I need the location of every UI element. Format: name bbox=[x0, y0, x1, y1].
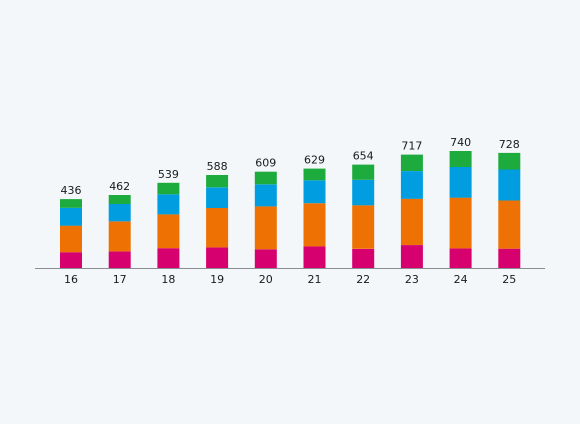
bar-segment bbox=[60, 207, 82, 226]
bar-segment bbox=[157, 194, 180, 215]
total-label: 539 bbox=[158, 168, 179, 181]
bar-group-22 bbox=[352, 164, 375, 268]
x-tick-label: 21 bbox=[308, 273, 322, 286]
bar-group-18 bbox=[157, 182, 180, 268]
bar-segment bbox=[108, 251, 131, 268]
bar-segment bbox=[254, 249, 277, 268]
bar-segment bbox=[206, 247, 229, 268]
bar-segment bbox=[108, 204, 131, 222]
bar-segment bbox=[60, 225, 82, 253]
bar-segment bbox=[254, 184, 277, 207]
bar-segment bbox=[254, 206, 277, 250]
bar-segment bbox=[60, 252, 82, 268]
x-tick-label: 16 bbox=[64, 273, 78, 286]
bar-group-20 bbox=[254, 171, 277, 268]
bar-segment bbox=[303, 246, 326, 268]
bar-segment bbox=[498, 169, 521, 201]
bar-segment bbox=[157, 182, 180, 195]
x-tick-label: 18 bbox=[161, 273, 175, 286]
bar-segment bbox=[498, 200, 521, 249]
bar-group-24 bbox=[449, 151, 472, 268]
x-tick-label: 24 bbox=[454, 273, 468, 286]
total-label: 588 bbox=[207, 160, 228, 173]
bar-segment bbox=[449, 167, 472, 198]
bar-group-23 bbox=[400, 154, 423, 268]
bar-segment bbox=[303, 180, 326, 204]
total-label: 740 bbox=[450, 136, 471, 149]
bar-segment bbox=[449, 248, 472, 268]
bar-segment bbox=[60, 199, 82, 208]
bar-segment bbox=[157, 214, 180, 249]
bar-segment bbox=[206, 175, 229, 188]
bar-segment bbox=[449, 197, 472, 249]
x-tick-label: 25 bbox=[502, 273, 516, 286]
bar-segment bbox=[254, 171, 277, 185]
bar-segment bbox=[108, 221, 131, 252]
bar-segment bbox=[108, 195, 131, 204]
bar-segment bbox=[400, 198, 423, 245]
total-label: 629 bbox=[304, 154, 325, 167]
bar-segment bbox=[400, 171, 423, 199]
total-label: 717 bbox=[401, 140, 422, 153]
bar-segment bbox=[352, 248, 375, 268]
bar-segment bbox=[352, 205, 375, 249]
x-tick-label: 19 bbox=[210, 273, 224, 286]
bar-group-21 bbox=[303, 168, 326, 268]
bar-segment bbox=[157, 248, 180, 268]
bar-segment bbox=[303, 203, 326, 247]
bar-segment bbox=[352, 179, 375, 206]
bar-segment bbox=[498, 248, 521, 268]
bar-group-17 bbox=[108, 195, 131, 268]
bar-segment bbox=[303, 168, 326, 181]
total-label: 436 bbox=[61, 184, 82, 197]
bar-segment bbox=[498, 152, 521, 170]
bar-segment bbox=[400, 154, 423, 171]
bar-group-16 bbox=[60, 199, 82, 268]
total-label: 462 bbox=[109, 180, 130, 193]
x-tick-label: 23 bbox=[405, 273, 419, 286]
bar-group-25 bbox=[498, 152, 521, 268]
total-label: 609 bbox=[255, 157, 276, 170]
bar-segment bbox=[352, 164, 375, 180]
bar-segment bbox=[206, 207, 229, 248]
bar-segment bbox=[206, 187, 229, 208]
total-label: 728 bbox=[499, 138, 520, 151]
bar-segment bbox=[449, 151, 472, 167]
total-label: 654 bbox=[353, 150, 374, 163]
x-tick-label: 22 bbox=[356, 273, 370, 286]
bar-group-19 bbox=[206, 175, 229, 268]
x-tick-label: 20 bbox=[259, 273, 273, 286]
x-tick-label: 17 bbox=[113, 273, 127, 286]
bar-segment bbox=[400, 245, 423, 268]
